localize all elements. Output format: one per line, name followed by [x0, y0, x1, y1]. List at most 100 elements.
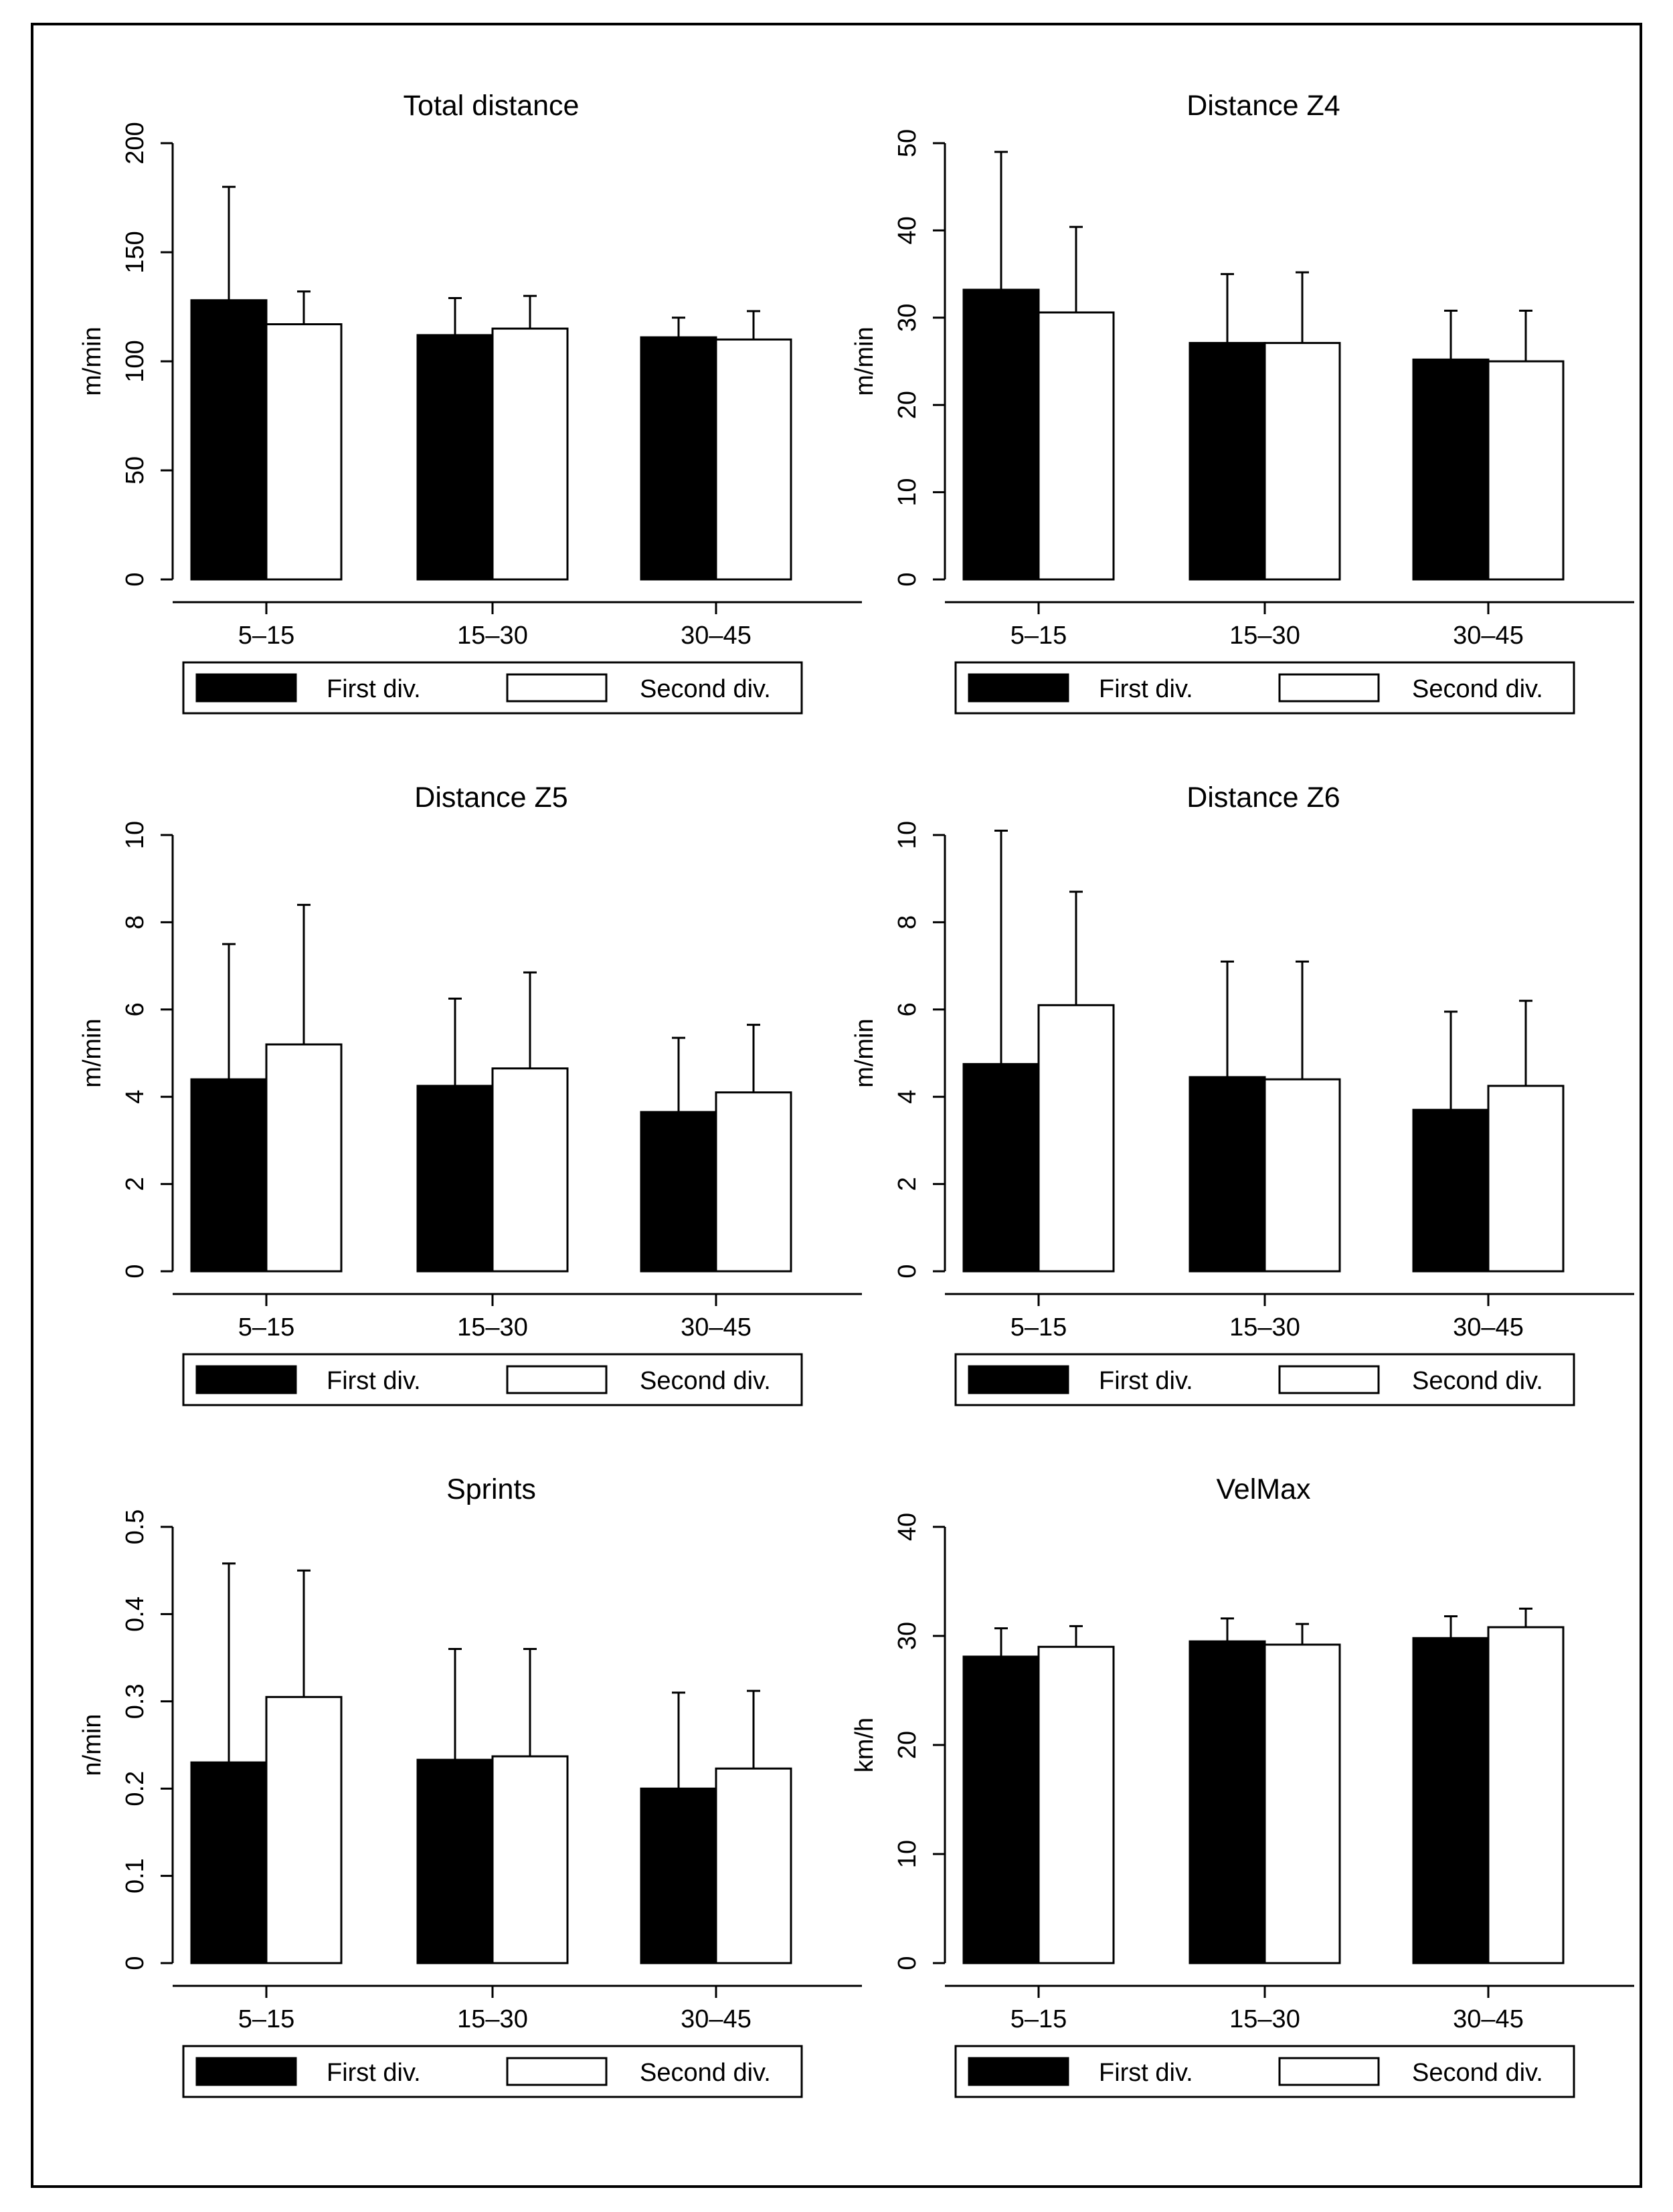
legend-label-first-div: First div. [327, 2059, 421, 2087]
bar-first-div [416, 334, 494, 581]
legend-label-first-div: First div. [327, 1367, 421, 1395]
y-tick-label: 4 [121, 1090, 149, 1104]
legend-swatch-second-div [506, 2057, 608, 2086]
y-tick-label: 8 [893, 915, 921, 929]
y-tick-label: 0 [893, 572, 921, 586]
chart-title: Distance Z5 [414, 781, 567, 814]
panel-4: Sprints 0 0.1 0.2 0.3 0.4 0.5 n/min 5–15 15–30 30–… [78, 1473, 862, 2098]
x-tick-label: 5–15 [1010, 1313, 1067, 1342]
bar-first-div [416, 1085, 494, 1273]
y-tick-label: 200 [121, 122, 149, 164]
y-tick-label: 10 [893, 478, 921, 506]
bar-first-div [640, 1111, 717, 1273]
y-tick-label: 0 [121, 1264, 149, 1278]
y-axis-label: m/min [851, 1018, 879, 1087]
bar-second-div [265, 1043, 343, 1273]
bar-first-div [640, 1787, 717, 1964]
bar-second-div [1037, 311, 1115, 581]
y-tick-label: 10 [893, 821, 921, 849]
y-tick-label: 0 [893, 1264, 921, 1278]
legend: First div. Second div. [954, 661, 1575, 715]
y-tick-label: 100 [121, 340, 149, 382]
legend-swatch-first-div [195, 1365, 297, 1394]
y-tick-label: 20 [893, 391, 921, 419]
bar-first-div [962, 288, 1040, 581]
chart-title: Distance Z4 [1186, 90, 1340, 122]
legend-swatch-first-div [195, 673, 297, 703]
panel-2: Distance Z5 0 2 4 6 8 10 m/min 5–15 15–30 30–45 Fir… [78, 781, 862, 1406]
chart-title: Total distance [404, 90, 580, 122]
bar-first-div [1188, 342, 1266, 581]
x-tick-label: 30–45 [681, 2005, 752, 2033]
bar-second-div [491, 327, 569, 581]
bar-second-div [1487, 1085, 1565, 1273]
x-tick-label: 5–15 [238, 2005, 295, 2033]
legend: First div. Second div. [182, 1353, 803, 1406]
bar-first-div [640, 336, 717, 581]
y-tick-label: 0.1 [121, 1858, 149, 1894]
y-tick-label: 0 [893, 1956, 921, 1970]
y-tick-label: 0.2 [121, 1771, 149, 1807]
panel-3: Distance Z6 0 2 4 6 8 10 m/min 5–15 15–30 30–45 Fir… [851, 781, 1634, 1406]
legend: First div. Second div. [954, 2045, 1575, 2098]
y-tick-label: 50 [893, 129, 921, 157]
legend-label-second-div: Second div. [640, 1367, 771, 1395]
x-tick-label: 30–45 [681, 1313, 752, 1342]
bar-second-div [715, 1091, 792, 1273]
bar-first-div [1412, 358, 1490, 581]
y-axis-label: km/h [851, 1718, 879, 1772]
y-axis-label: m/min [78, 327, 106, 395]
bar-second-div [715, 338, 792, 581]
bar-second-div [491, 1755, 569, 1964]
y-tick-label: 6 [121, 1002, 149, 1016]
chart-title: Sprints [446, 1473, 536, 1505]
legend-swatch-first-div [968, 2057, 1069, 2086]
y-tick-label: 150 [121, 231, 149, 273]
y-tick-label: 10 [893, 1840, 921, 1868]
legend: First div. Second div. [182, 2045, 803, 2098]
y-tick-label: 0.3 [121, 1683, 149, 1719]
y-tick-label: 2 [893, 1177, 921, 1191]
legend-label-second-div: Second div. [640, 675, 771, 703]
legend-label-first-div: First div. [1099, 675, 1193, 703]
bar-first-div [1412, 1109, 1490, 1273]
x-tick-label: 5–15 [238, 1313, 295, 1342]
bar-second-div [1263, 1643, 1341, 1964]
x-tick-label: 30–45 [1453, 622, 1524, 650]
legend: First div. Second div. [954, 1353, 1575, 1406]
bar-second-div [1037, 1004, 1115, 1273]
y-tick-label: 40 [893, 1513, 921, 1541]
x-tick-label: 5–15 [1010, 2005, 1067, 2033]
bar-first-div [962, 1655, 1040, 1964]
panel-1: Distance Z4 0 10 20 30 40 50 m/min 5–15 15–30 30–4… [851, 90, 1634, 715]
legend-swatch-first-div [968, 673, 1069, 703]
x-tick-label: 30–45 [1453, 1313, 1524, 1342]
chart-title: VelMax [1216, 1473, 1311, 1505]
bar-first-div [1188, 1640, 1266, 1964]
legend-label-first-div: First div. [327, 675, 421, 703]
x-tick-label: 15–30 [457, 1313, 528, 1342]
bar-first-div [416, 1758, 494, 1964]
y-tick-label: 30 [893, 304, 921, 332]
bar-first-div [1188, 1076, 1266, 1273]
legend-swatch-second-div [1278, 1365, 1380, 1394]
x-tick-label: 30–45 [681, 622, 752, 650]
y-tick-label: 0 [121, 572, 149, 586]
legend-swatch-second-div [506, 1365, 608, 1394]
bar-second-div [715, 1767, 792, 1964]
bar-first-div [1412, 1637, 1490, 1964]
y-tick-label: 6 [893, 1002, 921, 1016]
bar-first-div [190, 1078, 268, 1273]
y-tick-label: 0.4 [121, 1596, 149, 1632]
x-tick-label: 15–30 [457, 2005, 528, 2033]
legend-swatch-first-div [195, 2057, 297, 2086]
legend-label-second-div: Second div. [1412, 675, 1543, 703]
y-axis-label: m/min [78, 1018, 106, 1087]
bar-first-div [962, 1063, 1040, 1273]
legend-label-second-div: Second div. [1412, 1367, 1543, 1395]
bar-second-div [1263, 1078, 1341, 1273]
legend-label-first-div: First div. [1099, 2059, 1193, 2087]
panel-5: VelMax 0 10 20 30 40 km/h 5–15 15–30 30–45 First d… [851, 1473, 1634, 2098]
bar-first-div [190, 1761, 268, 1964]
